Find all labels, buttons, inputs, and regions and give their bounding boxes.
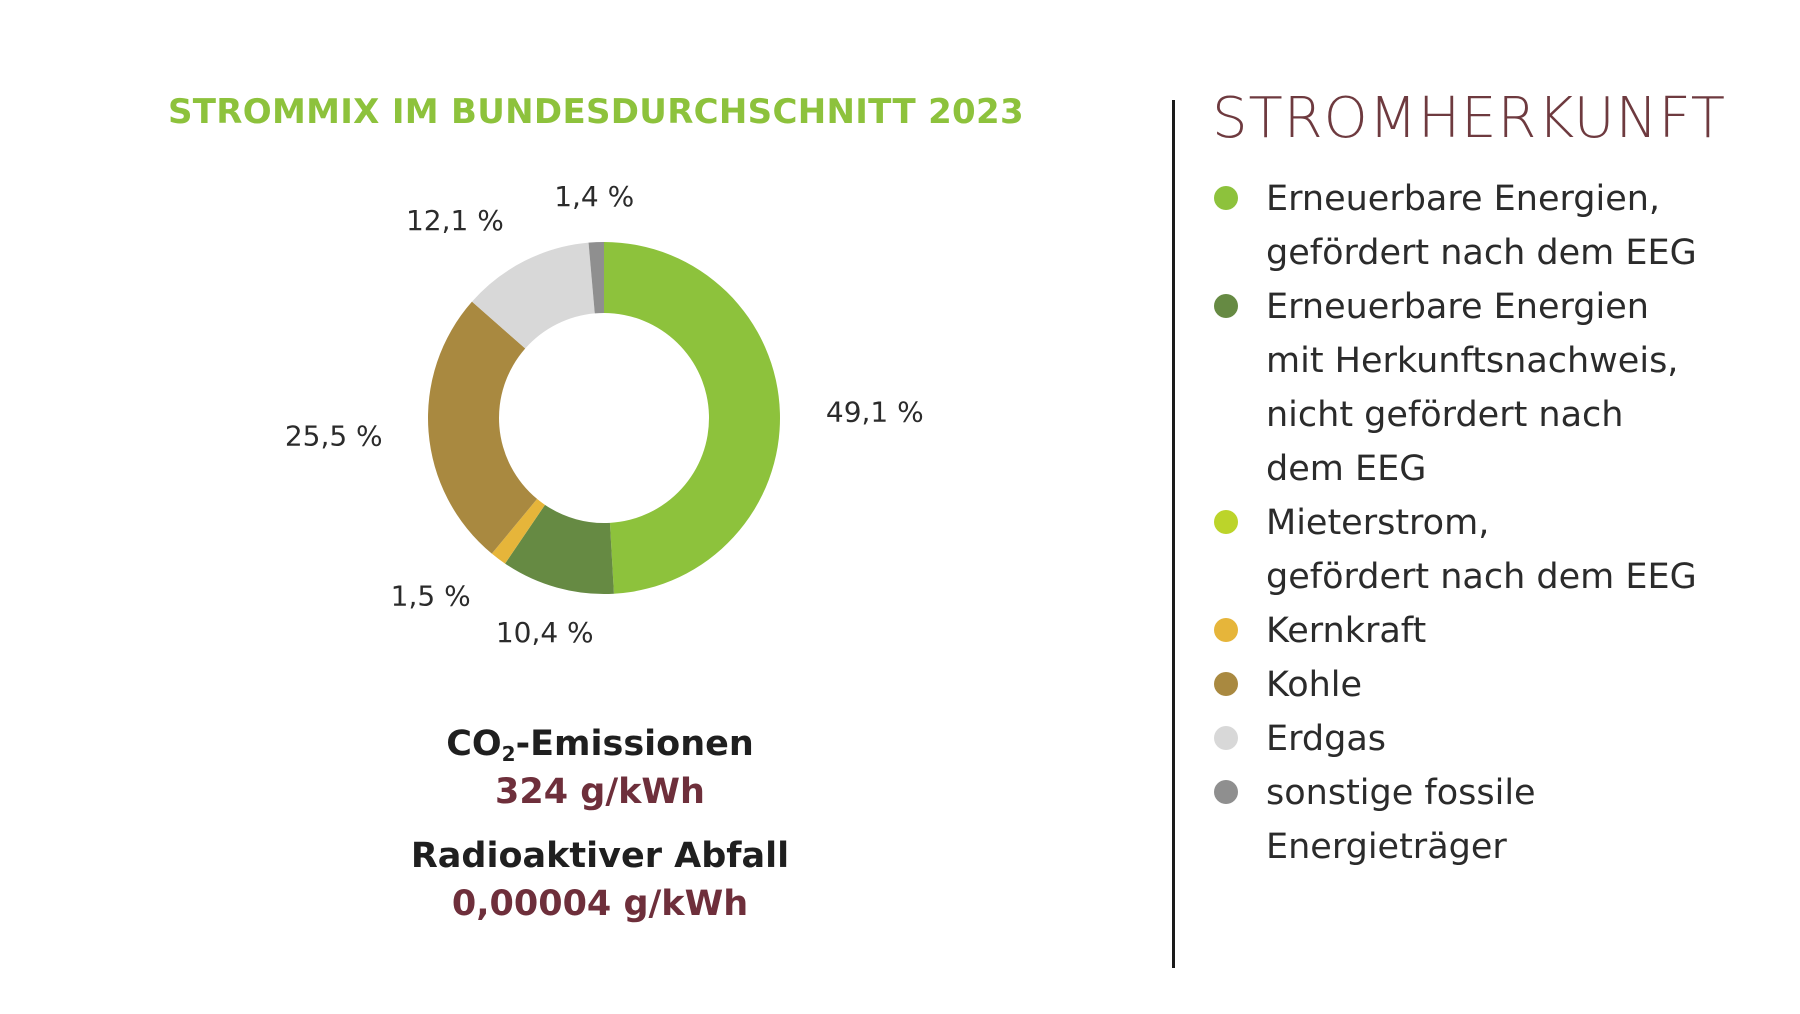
donut-slice	[427, 301, 538, 554]
legend-item: Kohle	[1214, 658, 1774, 712]
legend-item: sonstige fossile Energieträger	[1214, 766, 1774, 874]
emissions-stats: CO2-Emissionen 324 g/kWh Radioaktiver Ab…	[380, 720, 820, 928]
legend-item: Erneuerbare Energien, gefördert nach dem…	[1214, 172, 1774, 280]
legend-item: Erneuerbare Energien mit Herkunftsnachwe…	[1214, 280, 1774, 496]
legend-swatch-dot	[1214, 186, 1238, 210]
co2-label-subscript: 2	[501, 742, 516, 766]
donut-slice	[588, 242, 604, 314]
co2-label-rest: -Emissionen	[515, 724, 754, 764]
legend-label: Erdgas	[1266, 719, 1387, 759]
donut-slice	[471, 242, 595, 349]
legend-label: Erneuerbare Energien mit Herkunftsnachwe…	[1266, 287, 1679, 489]
legend-title: STROMHERKUNFT	[1212, 86, 1726, 151]
donut-slice	[604, 242, 781, 594]
slice-value-label: 12,1 %	[406, 204, 504, 237]
legend-label: sonstige fossile Energieträger	[1266, 773, 1536, 867]
legend-label: Mieterstrom, gefördert nach dem EEG	[1266, 503, 1697, 597]
radioactive-waste-label: Radioaktiver Abfall	[410, 836, 790, 876]
legend-item: Kernkraft	[1214, 604, 1774, 658]
donut-slice	[505, 504, 614, 594]
slice-value-label: 25,5 %	[285, 419, 383, 452]
legend-label: Kohle	[1266, 665, 1363, 705]
legend-swatch-dot	[1214, 780, 1238, 804]
co2-label: CO2-Emissionen	[380, 720, 820, 768]
vertical-divider	[1172, 100, 1175, 968]
legend-swatch-dot	[1214, 726, 1238, 750]
legend-item: Erdgas	[1214, 712, 1774, 766]
legend-label: Kernkraft	[1266, 611, 1427, 651]
legend-swatch-dot	[1214, 618, 1238, 642]
slice-value-label: 1,4 %	[554, 180, 634, 213]
chart-title: STROMMIX IM BUNDESDURCHSCHNITT 2023	[168, 92, 1024, 132]
slice-value-label: 10,4 %	[496, 616, 594, 649]
radioactive-waste-value: 0,00004 g/kWh	[451, 884, 749, 924]
slice-value-label: 1,5 %	[391, 580, 471, 613]
legend-swatch-dot	[1214, 294, 1238, 318]
legend-label: Erneuerbare Energien, gefördert nach dem…	[1266, 179, 1697, 273]
slice-value-label: 49,1 %	[826, 396, 924, 429]
legend: Erneuerbare Energien, gefördert nach dem…	[1214, 172, 1774, 874]
co2-value: 324 g/kWh	[495, 772, 705, 812]
co2-label-main: CO	[446, 724, 502, 764]
legend-swatch-dot	[1214, 510, 1238, 534]
donut-slice	[491, 498, 545, 564]
legend-item: Mieterstrom, gefördert nach dem EEG	[1214, 496, 1774, 604]
legend-swatch-dot	[1214, 672, 1238, 696]
